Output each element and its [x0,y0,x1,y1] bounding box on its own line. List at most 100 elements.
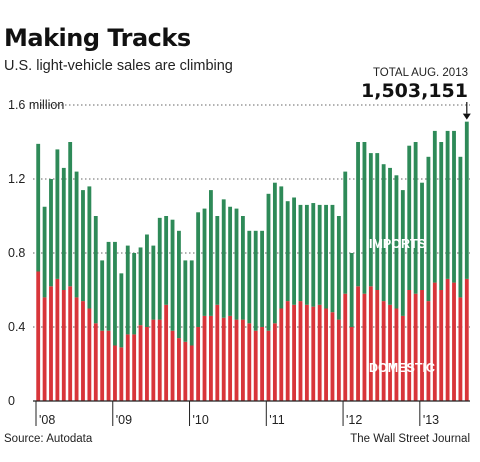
imports-bar [106,241,111,331]
imports-bar [253,230,258,331]
domestic-bar [356,286,360,401]
domestic-bar [400,315,405,401]
domestic-bar [132,334,137,401]
imports-bar [68,142,73,287]
domestic-bar [234,319,239,401]
domestic-bar [432,282,437,401]
domestic-bar [74,297,79,401]
imports-bar [362,142,367,294]
imports-bar [413,142,418,294]
imports-bar [285,201,290,302]
domestic-bar [177,338,181,401]
callout-label: TOTAL AUG. 2013 [372,67,468,79]
imports-bar [100,260,105,331]
domestic-bar [49,286,53,401]
imports-bar [228,206,233,316]
imports-bar [426,156,431,302]
domestic-bar [445,278,450,401]
imports-bar [196,212,201,327]
imports-bar [49,179,53,287]
domestic-bar [253,330,258,401]
domestic-bar [343,293,348,401]
imports-bar [266,193,271,331]
domestic-bar [240,319,245,401]
imports-bar [145,234,149,327]
imports-bar [304,204,309,305]
domestic-bar [87,308,92,401]
imports-bar [93,216,98,324]
domestic-bar [426,301,431,401]
domestic-series-label: DOMESTIC [369,361,435,375]
y-tick-label: 1.6 million [8,98,64,112]
source-note: Source: Autodata [4,433,93,445]
domestic-bar [394,308,399,401]
imports-bar [36,143,41,272]
domestic-bar [362,293,367,401]
imports-bar [381,164,386,302]
imports-bar [189,260,194,346]
domestic-bar [247,323,252,401]
domestic-bar [413,293,418,401]
domestic-bar [272,323,277,401]
x-tick-label: '08 [39,413,55,427]
imports-bar [336,216,341,320]
credit-note: The Wall Street Journal [350,433,470,445]
imports-bar [247,230,252,324]
imports-bar [330,204,335,313]
imports-bar [464,121,469,279]
domestic-bar [439,290,444,401]
imports-bar [349,253,354,327]
domestic-bar [189,345,194,401]
x-tick-label: '13 [423,413,439,427]
domestic-bar [196,327,201,401]
domestic-bar [164,304,169,401]
domestic-bar [330,312,335,401]
domestic-bar [336,319,341,401]
imports-bar [81,190,85,302]
domestic-bar [304,304,309,401]
domestic-bar [93,323,98,401]
domestic-bar [100,330,105,401]
domestic-bar [285,301,290,401]
y-tick-label: 0.4 [8,320,25,334]
imports-bar [240,216,245,320]
domestic-bar [170,330,175,401]
domestic-bar [202,315,207,401]
domestic-bar [209,315,213,401]
domestic-bar [81,301,85,401]
imports-bar [42,206,47,298]
domestic-bar [368,286,373,401]
domestic-bar [228,315,233,401]
domestic-bar [55,278,60,401]
domestic-bar [36,271,41,401]
imports-bar [458,156,463,298]
domestic-bar [42,297,47,401]
domestic-bar [349,327,354,401]
domestic-bar [151,319,156,401]
domestic-bar [221,317,226,401]
imports-bar [298,204,303,302]
imports-bar [234,208,239,320]
domestic-bar [61,290,66,401]
imports-bar [164,216,169,305]
imports-bar [119,273,124,348]
imports-bar [400,190,405,316]
domestic-bar [324,308,328,401]
x-tick-label: '12 [346,413,362,427]
domestic-bar [311,306,316,401]
imports-bar [183,260,188,342]
imports-bar [260,230,265,327]
domestic-bar [183,341,188,401]
imports-bar [279,186,284,309]
y-tick-label: 1.2 [8,172,25,186]
domestic-bar [260,327,265,401]
domestic-bar [375,290,380,401]
domestic-bar [388,304,392,401]
imports-bar [177,230,181,339]
imports-series-label: IMPORTS [369,237,426,251]
imports-bar [74,171,79,298]
domestic-bar [157,319,162,401]
imports-bar [209,190,213,316]
imports-bar [87,186,92,309]
imports-bar [407,145,412,290]
